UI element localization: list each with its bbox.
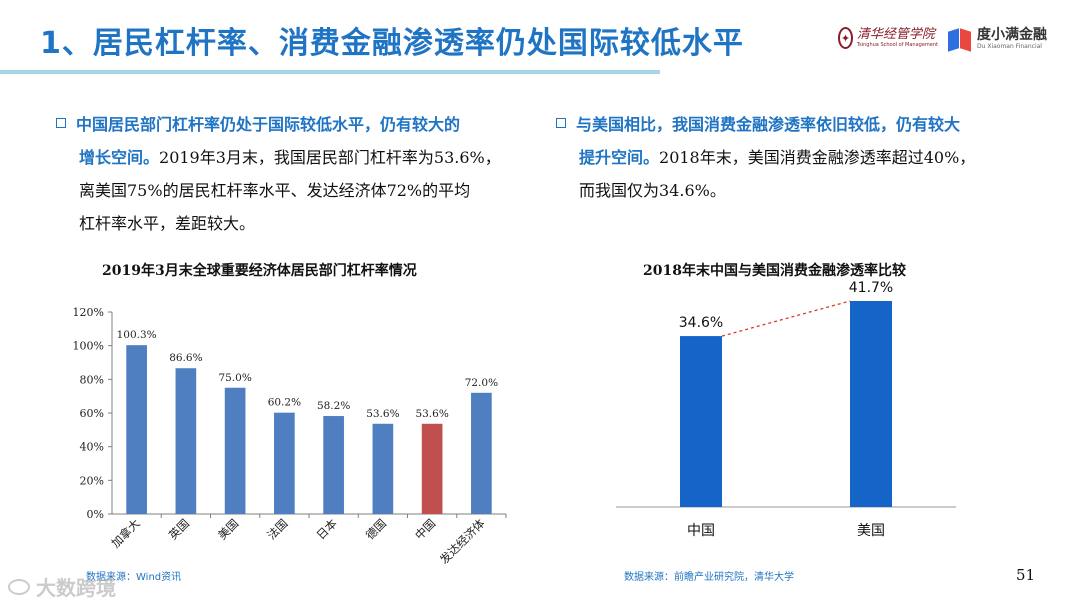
left-bullet-text-4: 杠杆率水平，差距较大。	[79, 214, 256, 233]
chart2-data-label: 41.7%	[849, 280, 893, 296]
duxiaoman-logo-cn: 度小满金融	[977, 27, 1047, 43]
chart1-category-label: 发达经济体	[437, 516, 488, 567]
right-bullet-text-2: 2018年末，美国消费金融渗透率超过40%，	[659, 148, 976, 167]
chart1-bar	[372, 423, 394, 514]
chart1-data-label: 58.2%	[317, 400, 350, 412]
right-bullet-text-3: 而我国仅为34.6%。	[579, 181, 726, 200]
chart1-title: 2019年3月末全球重要经济体居民部门杠杆率情况	[102, 263, 417, 279]
chart1-bar	[224, 387, 246, 514]
chart1-category-label: 日本	[314, 516, 341, 543]
watermark-text: 大数跨境	[36, 576, 116, 600]
chart1-y-tick-label: 120%	[73, 306, 104, 319]
right-bullet-highlight-2: 提升空间。	[579, 148, 660, 167]
chart1-data-label: 86.6%	[169, 352, 202, 364]
tsinghua-seal-icon: ✦	[838, 27, 853, 49]
chart1-data-label: 60.2%	[268, 397, 301, 409]
chart1-y-tick-label: 40%	[80, 441, 104, 454]
chart2-trend-dashed-line	[721, 300, 851, 337]
source-left: 数据来源：Wind资讯	[86, 572, 182, 583]
chart1-category-label: 中国	[412, 516, 438, 542]
slide-title: 1、居民杠杆率、消费金融渗透率仍处国际较低水平	[40, 26, 744, 61]
chart1-category-label: 英国	[166, 516, 192, 542]
bullet-square-icon	[556, 118, 566, 128]
right-bullet-highlight-1: 与美国相比，我国消费金融渗透率依旧较低，仍有较大	[576, 115, 961, 134]
chart1-data-label: 53.6%	[415, 408, 448, 420]
chart2-category-label: 美国	[857, 523, 885, 539]
chart1-bar	[126, 345, 147, 514]
chart1-category-label: 德国	[363, 516, 389, 542]
left-bullet-text-2: 2019年3月末，我国居民部门杠杆率为53.6%，	[159, 148, 501, 167]
source-right: 数据来源：前瞻产业研究院，清华大学	[624, 572, 794, 583]
page-number: 51	[1016, 566, 1036, 584]
tsinghua-logo-en: Tsinghua School of Management	[856, 41, 938, 48]
duxiaoman-logo: 度小满金融 Du Xiaoman Financial	[948, 24, 1068, 54]
chart2-title: 2018年末中国与美国消费金融渗透率比较	[643, 263, 906, 279]
chart1-y-tick-label: 100%	[73, 340, 104, 353]
chart1-y-tick-label: 0%	[87, 508, 104, 521]
chart1-category-label: 美国	[215, 516, 241, 542]
left-bullet-highlight-1: 中国居民部门杠杆率仍处于国际较低水平，仍有较大的	[76, 115, 461, 134]
chart1-bar	[421, 423, 443, 514]
chart2-bar	[850, 301, 892, 507]
tsinghua-logo-cn: 清华经管学院	[856, 26, 935, 42]
chart2-category-label: 中国	[687, 523, 715, 539]
chart1-y-tick-label: 80%	[80, 373, 104, 386]
watermark-icon	[8, 578, 30, 595]
title-divider	[0, 70, 660, 74]
chart1-data-label: 100.3%	[117, 329, 157, 341]
chart1-bar	[274, 412, 295, 514]
chart1-y-tick-label: 60%	[80, 407, 104, 420]
chart2-bar	[680, 336, 722, 507]
chart1-data-label: 72.0%	[465, 377, 498, 389]
chart1-bar	[323, 416, 344, 514]
chart1-bar	[471, 392, 492, 514]
chart1-data-label: 75.0%	[218, 372, 251, 384]
left-bullet-highlight-2: 增长空间。	[79, 148, 160, 167]
tsinghua-logo: ✦ 清华经管学院 Tsinghua School of Management	[838, 24, 938, 52]
left-bullet: 中国居民部门杠杆率仍处于国际较低水平，仍有较大的 增长空间。2019年3月末，我…	[56, 108, 526, 240]
chart2-data-label: 34.6%	[679, 315, 723, 331]
duxiaoman-logo-en: Du Xiaoman Financial	[977, 43, 1042, 50]
chart1-data-label: 53.6%	[366, 408, 399, 420]
bullet-square-icon	[56, 118, 66, 128]
left-bullet-text-3: 离美国75%的居民杠杆率水平、发达经济体72%的平均	[79, 181, 471, 200]
right-bullet: 与美国相比，我国消费金融渗透率依旧较低，仍有较大 提升空间。2018年末，美国消…	[556, 108, 1026, 207]
chart1-bar	[175, 368, 197, 514]
chart1-y-tick-label: 20%	[80, 474, 104, 487]
chart1-category-label: 法国	[264, 516, 290, 542]
watermark: 大数跨境	[8, 572, 116, 601]
chart1-category-label: 加拿大	[108, 516, 143, 551]
